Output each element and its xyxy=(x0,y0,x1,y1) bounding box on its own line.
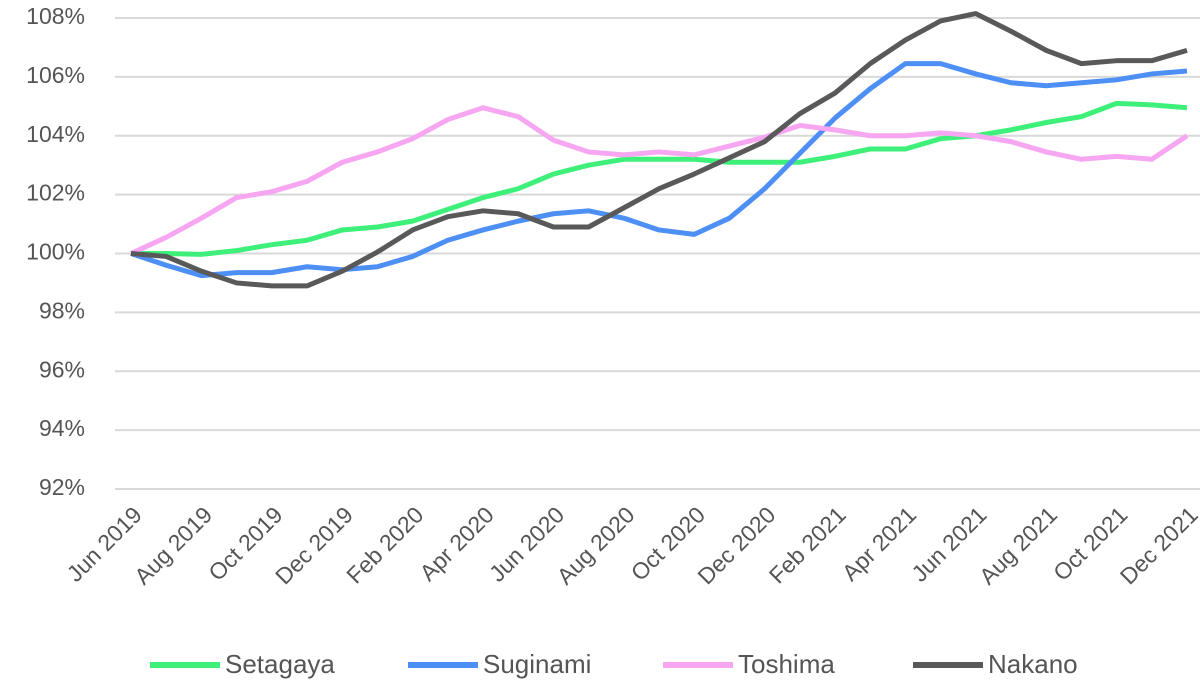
series-line xyxy=(130,61,1188,279)
x-tick-label: Apr 2020 xyxy=(414,501,498,585)
legend-label: Nakano xyxy=(988,649,1078,679)
x-tick-label: Dec 2021 xyxy=(1115,501,1200,589)
y-tick-label: 106% xyxy=(26,62,85,88)
y-tick-label: 98% xyxy=(39,297,85,323)
series-line xyxy=(130,11,1188,289)
series-line xyxy=(131,100,1188,257)
y-tick-label: 96% xyxy=(39,356,85,382)
x-tick-label: Feb 2020 xyxy=(341,501,428,588)
x-tick-label: Dec 2019 xyxy=(270,501,358,589)
legend-label: Suginami xyxy=(483,649,591,679)
x-tick-label: Feb 2021 xyxy=(764,501,851,588)
y-tick-label: 102% xyxy=(26,180,85,206)
series-line xyxy=(129,105,1189,256)
x-tick-label: Aug 2020 xyxy=(552,501,640,589)
y-tick-label: 100% xyxy=(26,239,85,265)
y-tick-label: 94% xyxy=(39,415,85,441)
legend-label: Setagaya xyxy=(225,649,335,679)
y-tick-label: 104% xyxy=(26,121,85,147)
x-tick-label: Aug 2021 xyxy=(974,501,1062,589)
x-tick-label: Aug 2019 xyxy=(129,501,217,589)
y-tick-label: 92% xyxy=(39,474,85,500)
y-tick-label: 108% xyxy=(26,3,85,29)
legend-label: Toshima xyxy=(738,649,835,679)
x-tick-label: Apr 2021 xyxy=(837,501,921,585)
x-tick-label: Dec 2020 xyxy=(692,501,780,589)
